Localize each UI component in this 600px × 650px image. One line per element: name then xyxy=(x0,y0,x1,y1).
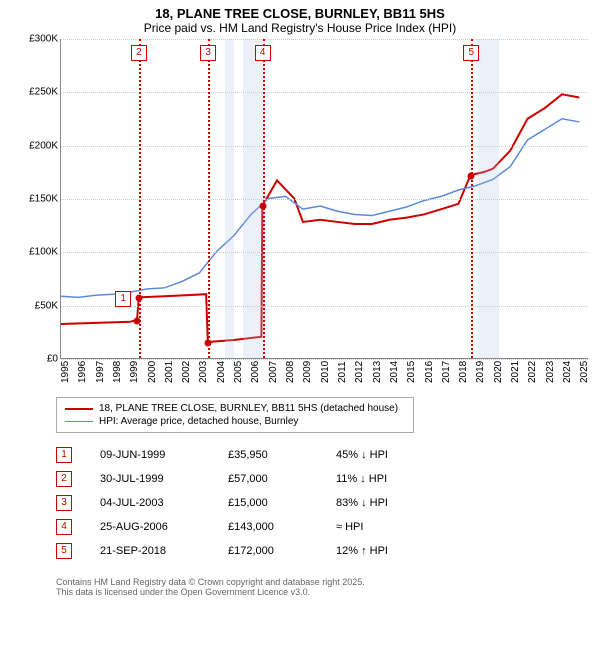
legend-swatch xyxy=(65,421,93,423)
marker-box-3: 3 xyxy=(200,45,216,61)
table-price: £172,000 xyxy=(228,545,308,557)
sale-dot xyxy=(135,295,142,302)
y-tick-label: £150K xyxy=(18,194,58,205)
chart-area: £0£50K£100K£150K£200K£250K£300K 23451 19… xyxy=(18,39,588,389)
sale-dot xyxy=(259,203,266,210)
plot-region: 2 3 4 5 1 xyxy=(60,39,588,359)
marker-box-2: 2 xyxy=(131,45,147,61)
y-tick-label: £250K xyxy=(18,87,58,98)
legend-swatch xyxy=(65,408,93,410)
table-date: 09-JUN-1999 xyxy=(100,449,200,461)
legend-label: 18, PLANE TREE CLOSE, BURNLEY, BB11 5HS … xyxy=(99,403,398,414)
table-marker-box: 3 xyxy=(56,495,72,511)
chart-subtitle: Price paid vs. HM Land Registry's House … xyxy=(0,21,600,39)
marker-box-5: 5 xyxy=(463,45,479,61)
table-price: £35,950 xyxy=(228,449,308,461)
x-tick-label: 2025 xyxy=(579,353,600,383)
table-date: 25-AUG-2006 xyxy=(100,521,200,533)
y-tick-label: £200K xyxy=(18,140,58,151)
table-row: 5 21-SEP-2018 £172,000 12% ↑ HPI xyxy=(56,539,600,563)
footer: Contains HM Land Registry data © Crown c… xyxy=(56,577,600,597)
table-diff: 45% ↓ HPI xyxy=(336,449,426,461)
sale-dot xyxy=(134,317,141,324)
footer-line1: Contains HM Land Registry data © Crown c… xyxy=(56,577,600,587)
marker-box-1: 1 xyxy=(115,291,131,307)
table-row: 2 30-JUL-1999 £57,000 11% ↓ HPI xyxy=(56,467,600,491)
table-marker-box: 1 xyxy=(56,447,72,463)
table-row: 4 25-AUG-2006 £143,000 ≈ HPI xyxy=(56,515,600,539)
y-tick-label: £100K xyxy=(18,247,58,258)
table-diff: 11% ↓ HPI xyxy=(336,473,426,485)
y-tick-label: £50K xyxy=(18,300,58,311)
table-date: 21-SEP-2018 xyxy=(100,545,200,557)
sale-dot xyxy=(205,340,212,347)
chart-container: 18, PLANE TREE CLOSE, BURNLEY, BB11 5HS … xyxy=(0,0,600,650)
table-diff: 12% ↑ HPI xyxy=(336,545,426,557)
legend-label: HPI: Average price, detached house, Burn… xyxy=(99,416,298,427)
legend-row: HPI: Average price, detached house, Burn… xyxy=(65,415,405,428)
table-row: 3 04-JUL-2003 £15,000 83% ↓ HPI xyxy=(56,491,600,515)
footer-line2: This data is licensed under the Open Gov… xyxy=(56,587,600,597)
table-marker-box: 4 xyxy=(56,519,72,535)
table-marker-box: 5 xyxy=(56,543,72,559)
table-price: £143,000 xyxy=(228,521,308,533)
table-date: 30-JUL-1999 xyxy=(100,473,200,485)
table-diff: ≈ HPI xyxy=(336,521,426,533)
sales-table: 1 09-JUN-1999 £35,950 45% ↓ HPI 2 30-JUL-1999… xyxy=(56,443,600,563)
table-diff: 83% ↓ HPI xyxy=(336,497,426,509)
table-date: 04-JUL-2003 xyxy=(100,497,200,509)
sale-dot xyxy=(468,172,475,179)
table-price: £15,000 xyxy=(228,497,308,509)
legend: 18, PLANE TREE CLOSE, BURNLEY, BB11 5HS … xyxy=(56,397,414,433)
legend-row: 18, PLANE TREE CLOSE, BURNLEY, BB11 5HS … xyxy=(65,402,405,415)
chart-title: 18, PLANE TREE CLOSE, BURNLEY, BB11 5HS xyxy=(0,0,600,21)
table-price: £57,000 xyxy=(228,473,308,485)
table-row: 1 09-JUN-1999 £35,950 45% ↓ HPI xyxy=(56,443,600,467)
table-marker-box: 2 xyxy=(56,471,72,487)
y-tick-label: £0 xyxy=(18,354,58,365)
y-tick-label: £300K xyxy=(18,34,58,45)
marker-box-4: 4 xyxy=(255,45,271,61)
